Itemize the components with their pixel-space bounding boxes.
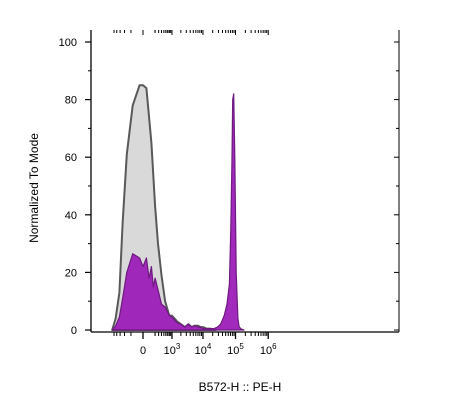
axes-layer: 0 20 40 60 80 100 0 103 104 105 106	[59, 30, 400, 357]
y-tick-label: 0	[71, 325, 77, 337]
x-tick-label: 106	[260, 342, 277, 357]
series-layer	[111, 84, 245, 331]
y-tick-label: 40	[65, 210, 77, 222]
y-tick-label: 20	[65, 267, 77, 279]
histogram-area-stained	[111, 93, 245, 331]
y-tick-label: 100	[59, 37, 77, 49]
y-tick-label: 60	[65, 152, 77, 164]
x-tick-label: 103	[164, 342, 181, 357]
y-tick-label: 80	[65, 95, 77, 107]
x-tick-label: 105	[227, 342, 244, 357]
y-axis-title: Normalized To Mode	[27, 133, 41, 243]
x-tick-label: 0	[140, 345, 146, 357]
x-axis-title: B572-H :: PE-H	[199, 380, 282, 394]
x-tick-label: 104	[195, 342, 212, 357]
